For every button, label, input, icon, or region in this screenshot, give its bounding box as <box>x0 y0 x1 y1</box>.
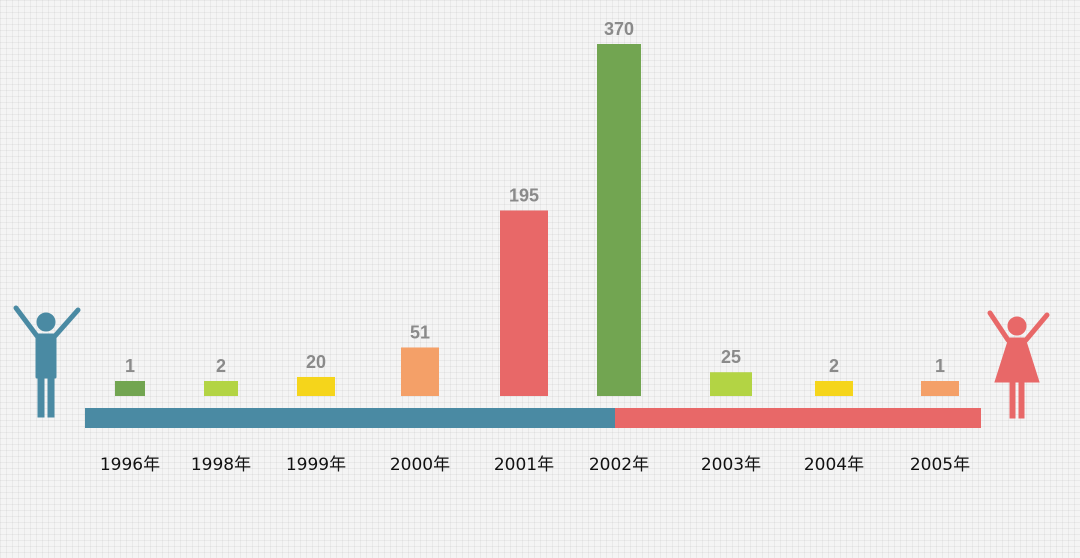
male-figure-icon <box>13 305 81 418</box>
bar-value-label-5: 370 <box>604 19 634 39</box>
bar-6 <box>710 372 752 396</box>
x-tick-label-6: 2003年 <box>701 455 761 475</box>
bar-value-label-8: 1 <box>935 356 945 376</box>
x-tick-label-7: 2004年 <box>804 455 864 475</box>
x-tick-label-2: 1999年 <box>286 455 346 475</box>
chart-value-labels: 1 2 20 51 195 370 25 2 1 <box>125 19 945 376</box>
bar-value-label-3: 51 <box>410 322 430 342</box>
chart-x-tick-labels: 1996年 1998年 1999年 2000年 2001年 2002年 2003年 2004年… <box>100 455 970 475</box>
bar-1 <box>204 381 238 396</box>
bar-8 <box>921 381 959 396</box>
bar-value-label-0: 1 <box>125 356 135 376</box>
x-tick-label-8: 2005年 <box>910 455 970 475</box>
bar-4 <box>500 210 548 396</box>
bar-2 <box>297 376 335 396</box>
bar-value-label-4: 195 <box>509 185 539 205</box>
x-tick-label-1: 1998年 <box>191 455 251 475</box>
bar-0 <box>115 381 145 396</box>
female-figure-icon <box>987 310 1050 419</box>
x-tick-label-3: 2000年 <box>390 455 450 475</box>
baseline-right-segment <box>615 408 981 428</box>
bar-5 <box>597 44 641 396</box>
x-tick-label-0: 1996年 <box>100 455 160 475</box>
bar-7 <box>815 381 853 396</box>
bar-value-label-7: 2 <box>829 356 839 376</box>
bar-3 <box>401 347 439 396</box>
bar-value-label-6: 25 <box>721 347 741 367</box>
bar-value-label-2: 20 <box>306 352 326 372</box>
baseline-left-segment <box>85 408 615 428</box>
x-tick-label-5: 2002年 <box>589 455 649 475</box>
chart-baseline <box>85 408 981 428</box>
chart-bars <box>115 44 959 396</box>
bar-value-label-1: 2 <box>216 356 226 376</box>
x-tick-label-4: 2001年 <box>494 455 554 475</box>
